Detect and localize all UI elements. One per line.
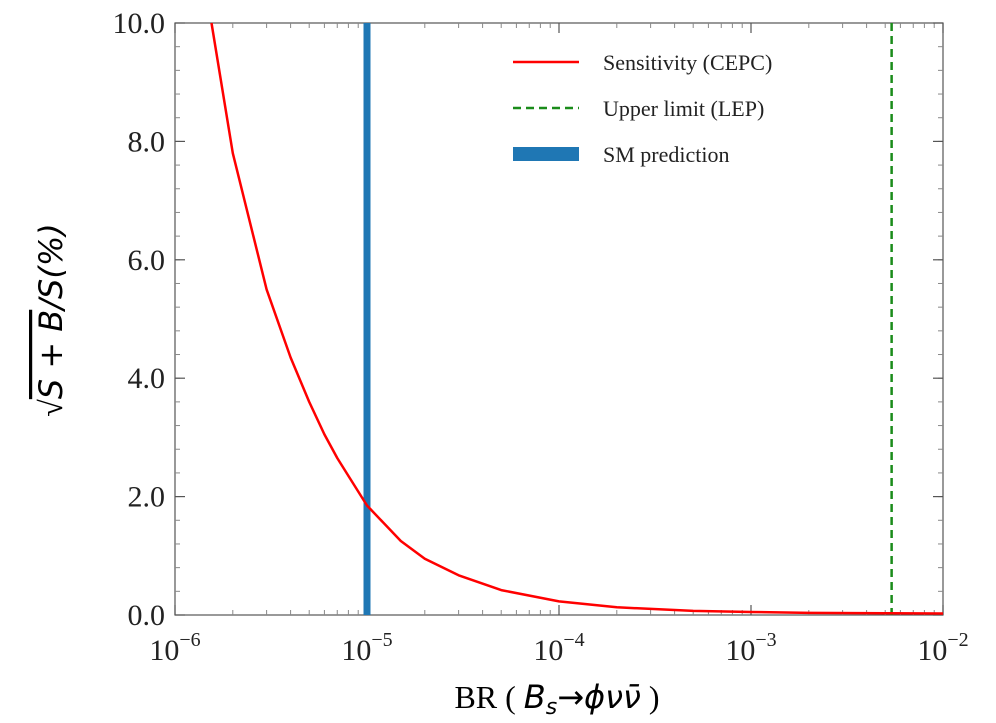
x-tick-label: 10−2 <box>917 629 968 667</box>
plot-frame <box>174 22 944 616</box>
y-tick-label: 8.0 <box>128 125 166 158</box>
y-axis-label: √S + B/S(%) <box>32 223 70 416</box>
svg-text:√S + B/S(%): √S + B/S(%) <box>32 223 70 416</box>
legend-label: Sensitivity (CEPC) <box>603 50 772 75</box>
x-axis-label-sub: s <box>546 695 557 720</box>
x-axis-label: BR ( Bs→ϕνν̄ ) <box>454 678 659 720</box>
minor-ticks <box>175 23 943 616</box>
x-tick-label: 10−3 <box>725 629 776 667</box>
x-tick-label: 10−5 <box>341 629 392 667</box>
y-tick-label: 10.0 <box>113 7 166 40</box>
series-layer <box>210 22 944 615</box>
y-tick-label: 4.0 <box>128 362 166 395</box>
y-tick-label: 0.0 <box>128 599 166 632</box>
tick-labels: 10−6 10−5 10−4 10−3 10−2 0.0 2.0 4.0 6.0 8.0 10.0 <box>113 7 969 667</box>
x-axis-label-prefix: BR <box>454 679 497 715</box>
y-tick-label: 6.0 <box>128 244 166 277</box>
y-axis-label-sqrt: √ <box>33 399 69 417</box>
y-axis-label-math: S + B <box>32 310 70 399</box>
legend: Sensitivity (CEPC) Upper limit (LEP) SM pr… <box>513 50 772 167</box>
x-axis-label-math: B <box>524 678 546 716</box>
series-line <box>210 22 944 615</box>
legend-label: Upper limit (LEP) <box>603 96 764 121</box>
legend-label: SM prediction <box>603 142 730 167</box>
y-tick-label: 2.0 <box>128 481 166 514</box>
major-ticks <box>174 22 944 616</box>
x-axis-label-rest: →ϕνν̄ <box>557 678 641 716</box>
x-tick-label: 10−4 <box>533 629 584 667</box>
x-tick-label: 10−6 <box>149 629 200 667</box>
y-axis-label-rest: /S(%) <box>32 223 70 312</box>
